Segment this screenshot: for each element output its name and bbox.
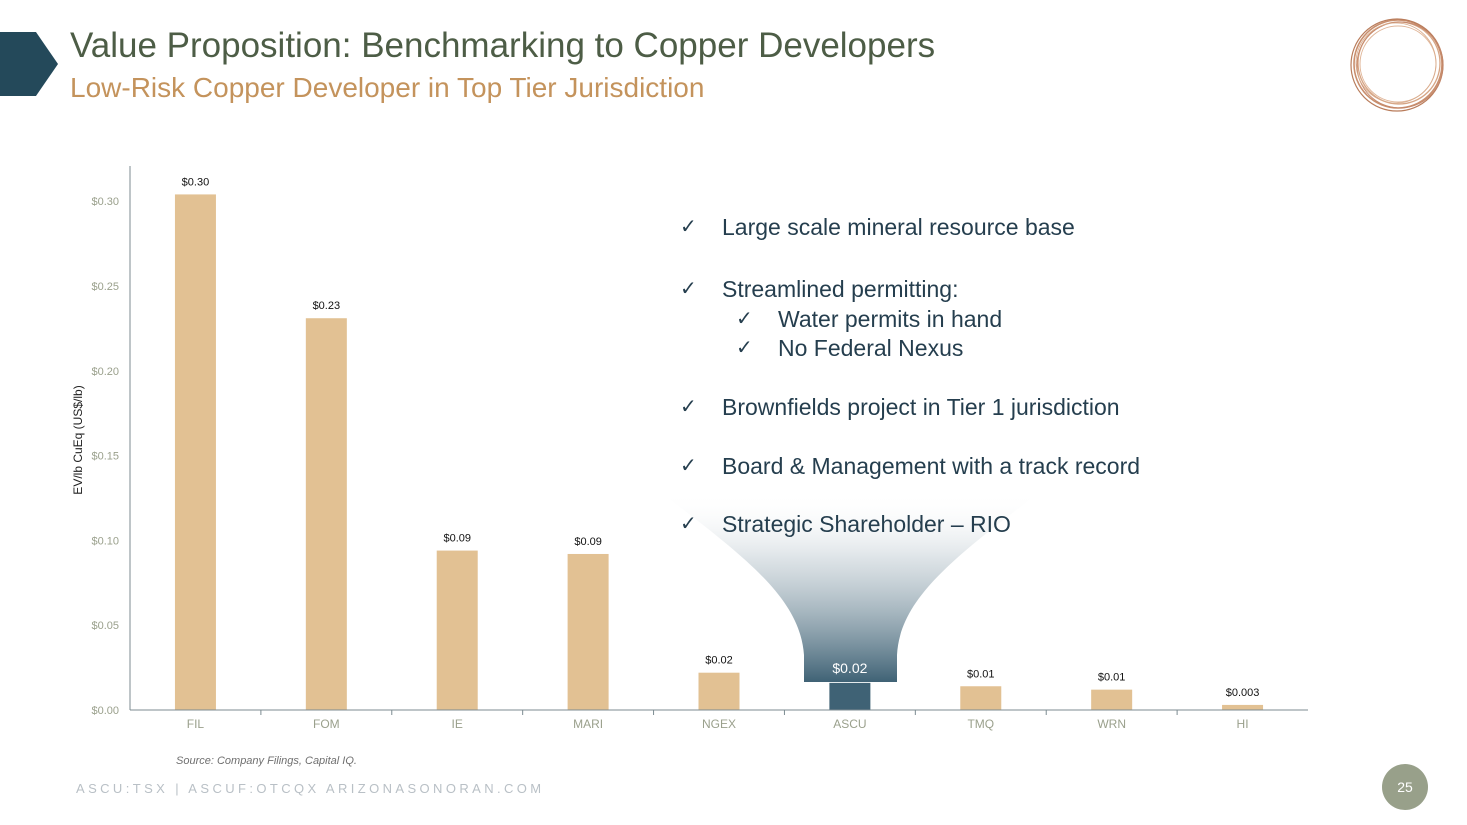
data-label: $0.02 [832,660,867,676]
data-label: $0.01 [1098,672,1126,684]
x-tick-label: TMQ [967,717,994,731]
x-tick-label: HI [1237,717,1249,731]
y-tick-label: $0.10 [91,535,119,547]
page-number: 25 [1382,764,1428,810]
y-tick-label: $0.20 [91,366,119,378]
bar [567,553,609,710]
bullet-text: Strategic Shareholder – RIO [722,511,1011,537]
x-tick-label: MARI [573,717,603,731]
x-tick-label: IE [452,717,463,731]
check-icon: ✓ [680,455,697,477]
check-icon: ✓ [680,216,697,238]
x-tick-label: ASCU [833,717,866,731]
bar [960,686,1002,710]
data-label: $0.003 [1226,687,1260,699]
x-tick-label: NGEX [702,717,736,731]
check-icon: ✓ [680,513,697,535]
bullet-text: Brownfields project in Tier 1 jurisdicti… [722,394,1120,420]
x-tick-label: FIL [187,717,205,731]
footer-ticker: ASCU:TSX | ASCUF:OTCQX ARIZONASONORAN.CO… [76,781,545,796]
y-tick-label: $0.05 [91,620,119,632]
data-label: $0.01 [967,668,995,680]
y-tick-label: $0.00 [91,705,119,717]
check-icon: ✓ [736,337,753,359]
bullet-text: Water permits in hand [778,306,1003,332]
y-axis-title: EV/lb CuEq (US$/lb) [71,385,85,494]
bullet-text: No Federal Nexus [778,335,964,361]
bar [174,194,216,710]
source-note: Source: Company Filings, Capital IQ. [176,755,357,767]
data-label: $0.09 [574,536,602,548]
page-title: Value Proposition: Benchmarking to Coppe… [70,26,936,65]
y-tick-label: $0.30 [91,196,119,208]
data-label: $0.09 [443,533,471,545]
check-icon: ✓ [680,396,697,418]
data-label: $0.23 [313,300,341,312]
y-tick-label: $0.15 [91,451,119,463]
data-label: $0.02 [705,655,733,667]
bullet-text: Large scale mineral resource base [722,214,1075,240]
x-tick-label: FOM [313,717,340,731]
bar [698,672,740,710]
check-icon: ✓ [736,308,753,330]
check-icon: ✓ [680,278,697,300]
funnel-highlight-shape [660,492,1040,682]
data-label: $0.30 [182,176,210,188]
bar [1222,704,1264,710]
bar [436,550,478,710]
y-tick-label: $0.25 [91,281,119,293]
bullet-text: Streamlined permitting: [722,276,959,302]
highlight-bar [829,682,871,710]
bar [1091,689,1133,710]
x-tick-label: WRN [1097,717,1126,731]
company-logo-icon [1350,18,1444,112]
bar [305,318,347,710]
page-subtitle: Low-Risk Copper Developer in Top Tier Ju… [70,72,705,103]
bullet-text: Board & Management with a track record [722,453,1141,479]
